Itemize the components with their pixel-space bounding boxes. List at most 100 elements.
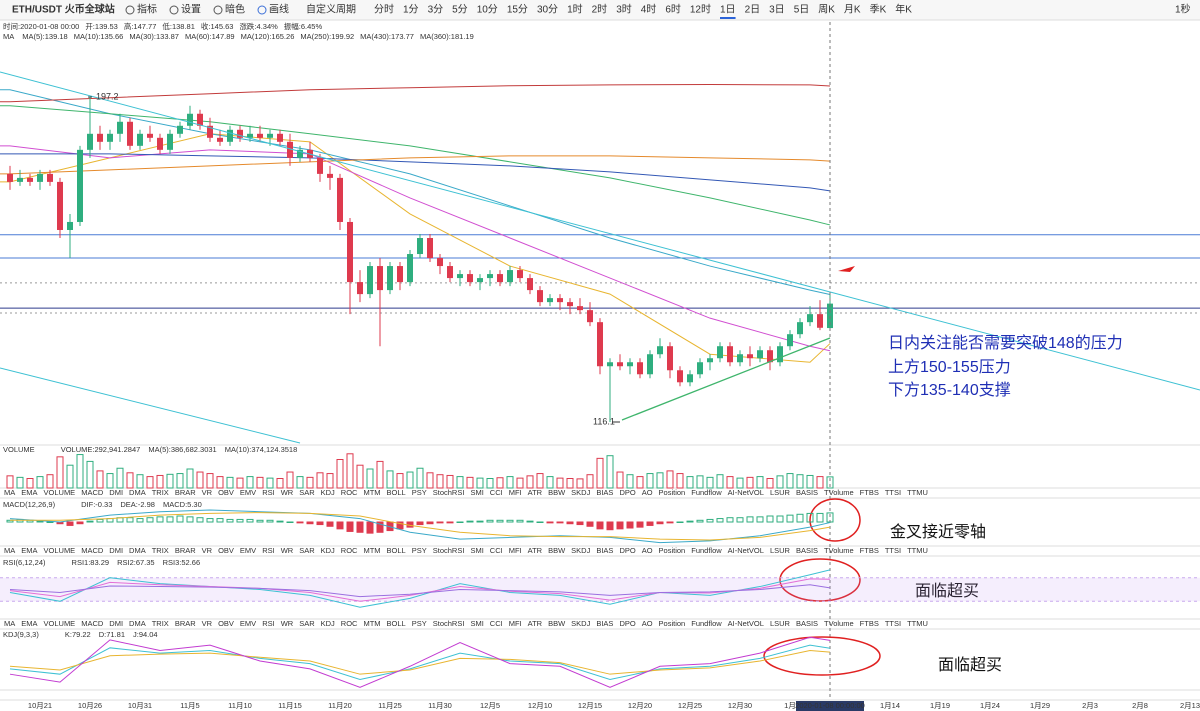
indicator-tab[interactable]: WR: [281, 619, 294, 628]
indicator-tab[interactable]: AO: [642, 488, 653, 497]
period-button[interactable]: 5日: [794, 5, 810, 16]
period-button[interactable]: 15分: [507, 4, 528, 16]
period-button[interactable]: 4时: [641, 4, 657, 16]
indicator-tab[interactable]: BIAS: [596, 619, 613, 628]
indicator-tab[interactable]: PSY: [412, 546, 427, 555]
indicator-tab[interactable]: TVolume: [824, 488, 854, 497]
indicator-tab[interactable]: MTM: [363, 488, 380, 497]
indicator-tab[interactable]: StochRSI: [433, 546, 465, 555]
indicator-tab[interactable]: BBW: [548, 546, 566, 555]
indicator-tab[interactable]: ROC: [341, 546, 358, 555]
period-button[interactable]: 10分: [477, 4, 498, 16]
indicator-tab[interactable]: BOLL: [387, 619, 406, 628]
indicator-tab[interactable]: KDJ: [321, 619, 335, 628]
period-button[interactable]: 1分: [403, 4, 419, 16]
indicator-tab[interactable]: TRIX: [152, 619, 169, 628]
indicator-tab[interactable]: TTSI: [885, 488, 901, 497]
toolbar-button[interactable]: 设置: [181, 4, 201, 16]
indicator-tab[interactable]: OBV: [218, 488, 234, 497]
indicator-tab[interactable]: EMV: [240, 546, 256, 555]
indicator-tab[interactable]: MA: [4, 619, 15, 628]
indicator-tab[interactable]: FTBS: [860, 619, 879, 628]
indicator-tab[interactable]: Fundflow: [691, 488, 722, 497]
indicator-tab[interactable]: EMA: [21, 619, 37, 628]
indicator-tab[interactable]: VR: [202, 546, 213, 555]
indicator-tab[interactable]: Position: [659, 619, 686, 628]
period-button[interactable]: 30分: [537, 4, 558, 16]
indicator-tab[interactable]: SKDJ: [571, 546, 590, 555]
indicator-tab[interactable]: SAR: [299, 488, 315, 497]
indicator-tab[interactable]: MFI: [509, 488, 522, 497]
indicator-tab[interactable]: Fundflow: [691, 546, 722, 555]
indicator-tab[interactable]: MFI: [509, 546, 522, 555]
indicator-tab[interactable]: AI-NetVOL: [728, 488, 764, 497]
indicator-tab[interactable]: SMI: [470, 488, 483, 497]
indicator-tab[interactable]: WR: [281, 488, 294, 497]
indicator-tab[interactable]: TRIX: [152, 546, 169, 555]
period-button[interactable]: 12时: [690, 4, 711, 16]
indicator-tab[interactable]: BIAS: [596, 488, 613, 497]
indicator-tab[interactable]: CCI: [490, 619, 503, 628]
indicator-tab[interactable]: EMV: [240, 488, 256, 497]
indicator-tab[interactable]: VOLUME: [44, 619, 76, 628]
indicator-tab[interactable]: LSUR: [770, 488, 791, 497]
indicator-tab[interactable]: StochRSI: [433, 488, 465, 497]
indicator-tab[interactable]: MACD: [81, 619, 104, 628]
toolbar-button[interactable]: 暗色: [225, 3, 245, 16]
indicator-tab[interactable]: BRAR: [175, 546, 196, 555]
indicator-tab[interactable]: EMV: [240, 619, 256, 628]
indicator-tab[interactable]: EMA: [21, 488, 37, 497]
indicator-tab[interactable]: TTSI: [885, 619, 901, 628]
period-button[interactable]: 月K: [844, 4, 861, 16]
symbol[interactable]: ETH/USDT 火币全球站: [12, 3, 115, 16]
period-button[interactable]: 分时: [374, 4, 394, 16]
indicator-tab[interactable]: CCI: [490, 546, 503, 555]
indicator-tab[interactable]: PSY: [412, 619, 427, 628]
indicator-tab[interactable]: TRIX: [152, 488, 169, 497]
period-button[interactable]: 2日: [745, 5, 761, 16]
indicator-tab[interactable]: MA: [4, 488, 15, 497]
indicator-tab[interactable]: MACD: [81, 546, 104, 555]
indicator-tab[interactable]: SKDJ: [571, 488, 590, 497]
period-button[interactable]: 2时: [592, 4, 608, 16]
indicator-tab[interactable]: ROC: [341, 488, 358, 497]
indicator-tab[interactable]: OBV: [218, 619, 234, 628]
indicator-tab[interactable]: EMA: [21, 546, 37, 555]
indicator-tab[interactable]: SMI: [470, 619, 483, 628]
period-button[interactable]: 年K: [895, 3, 912, 16]
toolbar-button[interactable]: 画线: [269, 3, 289, 16]
indicator-tab[interactable]: OBV: [218, 546, 234, 555]
indicator-tab[interactable]: MTM: [363, 619, 380, 628]
period-button[interactable]: 季K: [870, 4, 887, 16]
indicator-tab[interactable]: SAR: [299, 619, 315, 628]
indicator-tab[interactable]: PSY: [412, 488, 427, 497]
indicator-tab[interactable]: BASIS: [796, 488, 818, 497]
period-button[interactable]: 周K: [818, 4, 835, 16]
indicator-tab[interactable]: DPO: [619, 546, 635, 555]
indicator-tab[interactable]: TTSI: [885, 546, 901, 555]
period-button[interactable]: 6时: [665, 4, 681, 16]
period-button[interactable]: 3时: [616, 4, 632, 16]
indicator-tab[interactable]: MA: [4, 546, 15, 555]
toolbar-button[interactable]: 指标: [137, 3, 157, 16]
indicator-tab[interactable]: KDJ: [321, 546, 335, 555]
indicator-tab[interactable]: VOLUME: [44, 488, 76, 497]
indicator-tab[interactable]: TTMU: [907, 619, 928, 628]
indicator-tab[interactable]: Position: [659, 488, 686, 497]
indicator-tab[interactable]: DMI: [109, 546, 123, 555]
indicator-tab[interactable]: CCI: [490, 488, 503, 497]
indicator-tab[interactable]: DPO: [619, 488, 635, 497]
period-button[interactable]: 3分: [428, 4, 444, 16]
indicator-tab[interactable]: AO: [642, 546, 653, 555]
indicator-tab[interactable]: SAR: [299, 546, 315, 555]
indicator-tab[interactable]: BRAR: [175, 488, 196, 497]
indicator-tab[interactable]: Fundflow: [691, 619, 722, 628]
period-button[interactable]: 1日: [720, 5, 736, 16]
indicator-tab[interactable]: BBW: [548, 488, 566, 497]
indicator-tab[interactable]: AI-NetVOL: [728, 619, 764, 628]
indicator-tab[interactable]: SMI: [470, 546, 483, 555]
indicator-tab[interactable]: LSUR: [770, 546, 791, 555]
indicator-tab[interactable]: FTBS: [860, 488, 879, 497]
indicator-tab[interactable]: DMI: [109, 488, 123, 497]
custom-period[interactable]: 自定义周期: [306, 3, 356, 16]
